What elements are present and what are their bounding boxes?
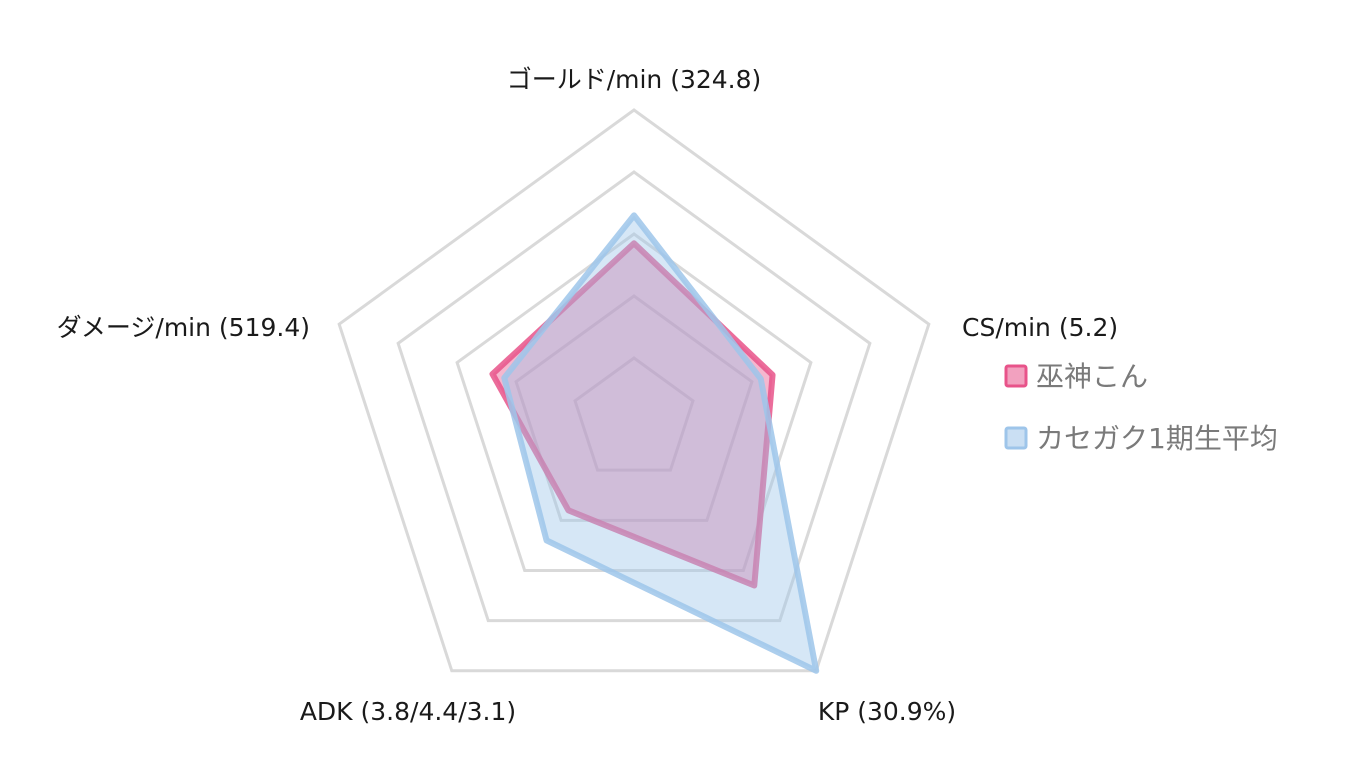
grid-ring-1 [573,356,695,472]
axis-label-4: ADK (3.8/4.4/3.1) [300,697,516,726]
legend-swatch-1 [1004,364,1028,388]
legend-label-1: 巫神こん [1036,360,1148,393]
legend-swatch-2 [1004,426,1028,450]
axis-label-2: CS/min (5.2) [962,313,1118,342]
radar-grid [337,108,931,673]
axis-labels: ゴールド/min (324.8) CS/min (5.2) KP (30.9%) AD… [57,65,1118,726]
grid-ring-3 [455,232,813,572]
legend-item-1: 巫神こん [1004,360,1148,393]
series-1-polygon [489,240,776,589]
radar-series [489,212,820,674]
series-2-polygon [501,212,820,674]
axis-label-5: ダメージ/min (519.4) [57,313,310,342]
legend-item-2: カセガク1期生平均 [1004,422,1278,455]
grid-ring-2 [514,294,754,522]
grid-ring-5 [337,108,931,673]
series-2 [501,212,820,674]
axis-label-3: KP (30.9%) [818,697,956,726]
legend-label-2: カセガク1期生平均 [1036,422,1278,455]
axis-label-1: ゴールド/min (324.8) [507,65,762,94]
series-1 [489,240,776,589]
grid-ring-4 [396,170,872,623]
